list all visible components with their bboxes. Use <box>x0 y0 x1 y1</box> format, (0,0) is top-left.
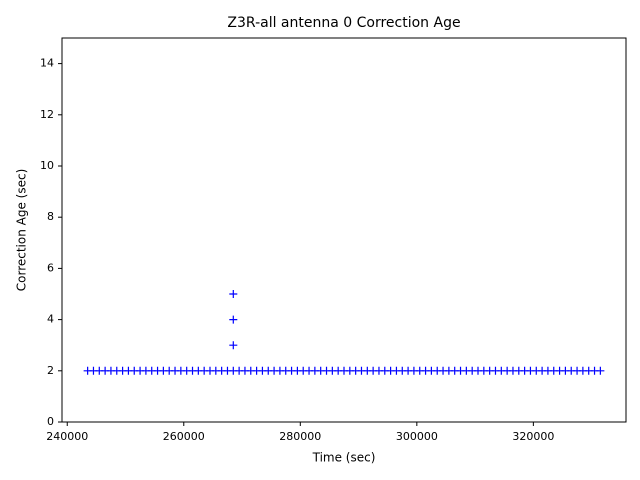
y-tick-label: 12 <box>40 108 54 121</box>
x-axis-label: Time (sec) <box>312 451 376 465</box>
marker <box>596 366 605 375</box>
x-tick-label: 300000 <box>396 430 438 443</box>
y-tick-label: 0 <box>47 415 54 428</box>
x-tick-label: 280000 <box>279 430 321 443</box>
y-tick-label: 6 <box>47 261 54 274</box>
x-tick-label: 260000 <box>163 430 205 443</box>
chart-title: Z3R-all antenna 0 Correction Age <box>227 15 460 31</box>
y-tick-label: 10 <box>40 159 54 172</box>
y-tick-label: 4 <box>47 313 54 326</box>
y-axis-label: Correction Age (sec) <box>15 169 29 292</box>
y-tick-label: 8 <box>47 210 54 223</box>
marker <box>229 341 238 350</box>
marker <box>229 315 238 324</box>
y-tick-label: 2 <box>47 364 54 377</box>
y-tick-label: 14 <box>40 57 54 70</box>
marker <box>229 290 238 298</box>
x-tick-label: 320000 <box>512 430 554 443</box>
x-tick-label: 240000 <box>46 430 88 443</box>
plot-frame <box>61 37 627 423</box>
